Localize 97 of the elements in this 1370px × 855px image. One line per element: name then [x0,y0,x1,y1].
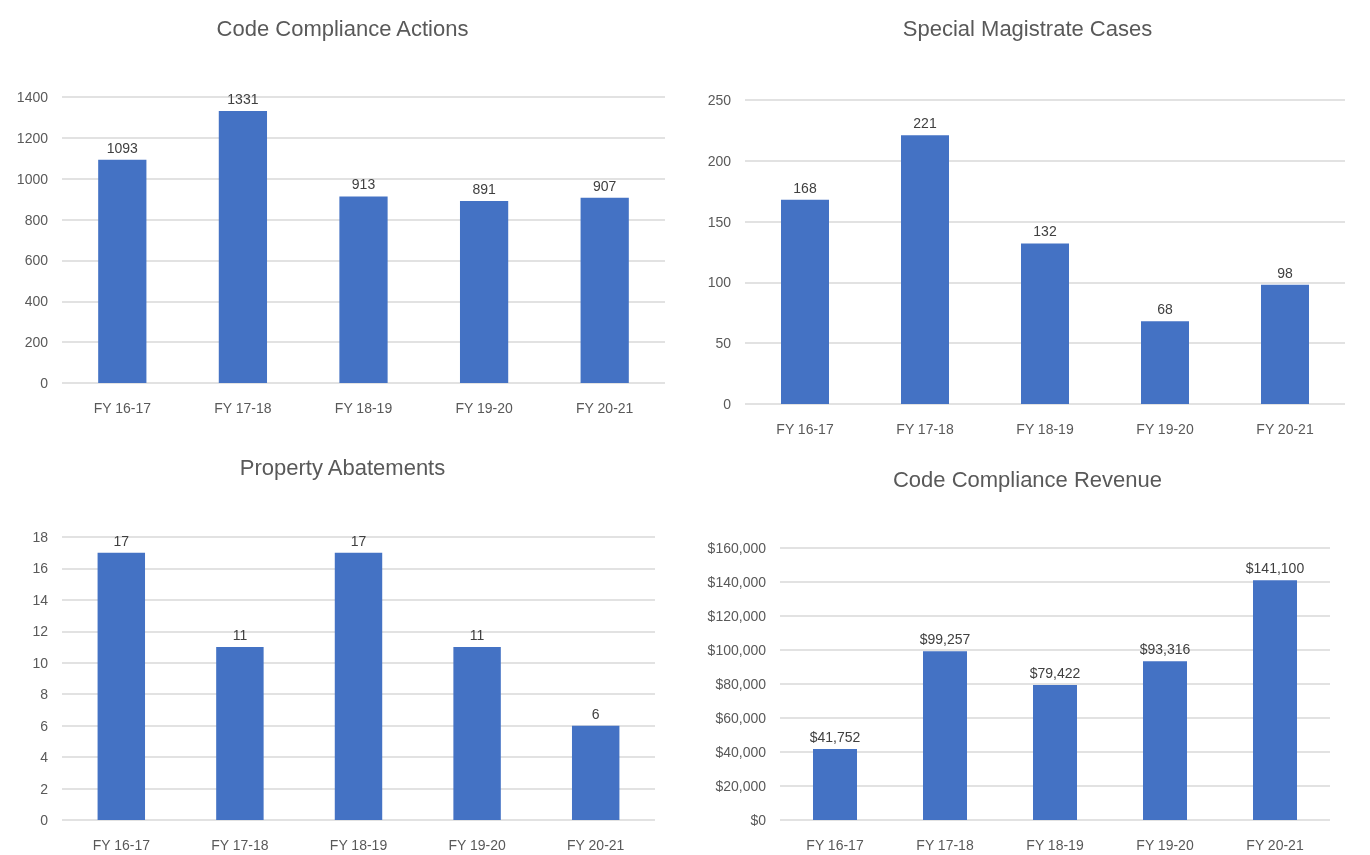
chart-title: Code Compliance Revenue [892,466,1163,492]
bar [1261,284,1309,404]
y-tick-label: 0 [40,375,49,391]
data-label: 11 [469,627,485,644]
data-label: 1331 [227,91,259,108]
data-label: 17 [113,532,130,549]
y-tick-label: 250 [707,92,732,108]
data-label: 1093 [106,139,139,156]
chart-title: Code Compliance Actions [216,15,469,41]
data-label: 907 [593,177,617,194]
y-tick-label: $80,000 [715,676,767,692]
x-tick-label: FY 18-19 [1026,837,1084,853]
y-tick-label: 18 [32,529,49,545]
x-tick-label: FY 18-19 [334,400,393,416]
y-tick-label: 6 [40,717,49,734]
y-tick-label: $140,000 [707,574,767,590]
data-label: $41,752 [809,729,861,746]
bar [334,552,383,820]
data-label: 6 [591,705,600,722]
bar [1253,580,1297,820]
x-tick-label: FY 16-17 [776,421,834,437]
chart-title: Property Abatements [239,454,446,480]
x-tick-label: FY 17-18 [214,400,272,416]
data-label: $141,100 [1245,560,1305,577]
y-tick-label: 200 [24,334,49,351]
bar [1141,321,1189,404]
chart-title: Special Magistrate Cases [902,15,1153,41]
x-tick-label: FY 18-19 [329,837,388,853]
y-tick-label: 8 [40,686,49,703]
y-tick-label: 4 [40,749,49,766]
bar [781,199,829,404]
x-tick-label: FY 16-17 [92,837,151,853]
data-label: 221 [913,115,937,132]
y-tick-label: 200 [707,152,732,169]
y-tick-label: 0 [723,396,732,412]
data-label: 17 [350,532,367,549]
bar [216,647,264,820]
x-tick-label: FY 20-21 [1246,837,1304,853]
y-tick-label: 12 [32,623,49,640]
x-tick-label: FY 16-17 [93,400,152,416]
bar [1021,243,1069,404]
data-label: 891 [472,180,496,197]
bar [453,647,501,820]
y-tick-label: 100 [707,274,732,291]
data-label: $99,257 [919,631,971,648]
x-tick-label: FY 18-19 [1016,421,1074,437]
y-tick-label: 1000 [16,170,49,187]
y-tick-label: $20,000 [715,778,767,794]
y-tick-label: $160,000 [707,540,767,556]
y-tick-label: 2 [40,780,49,797]
y-tick-label: 14 [32,591,49,608]
data-label: 68 [1157,301,1173,318]
x-tick-label: FY 17-18 [896,421,954,437]
x-tick-label: FY 17-18 [916,837,974,853]
bar [1143,661,1187,820]
y-tick-label: 800 [24,211,49,228]
x-tick-label: FY 19-20 [1136,421,1194,437]
y-tick-label: 1400 [16,89,49,105]
y-tick-label: 0 [40,812,49,828]
y-tick-label: $120,000 [707,608,767,624]
x-tick-label: FY 19-20 [455,400,513,416]
bar [218,111,268,383]
data-label: $79,422 [1029,664,1081,681]
x-tick-label: FY 16-17 [806,837,864,853]
bar [339,196,388,383]
bar [813,749,857,820]
bar [901,135,949,404]
bar [459,200,509,383]
x-tick-label: FY 20-21 [576,400,634,416]
data-label: 913 [351,176,376,193]
x-tick-label: FY 20-21 [1256,421,1314,437]
bar [580,197,629,383]
bar [97,552,146,820]
bar [98,159,147,383]
bar [571,725,620,820]
bar [923,651,967,820]
data-label: 11 [232,627,248,644]
y-tick-label: 16 [32,560,49,577]
x-tick-label: FY 19-20 [1136,837,1194,853]
y-tick-label: 400 [24,293,49,310]
x-tick-label: FY 19-20 [448,837,506,853]
y-tick-label: $100,000 [707,642,767,658]
bar [1033,684,1077,820]
data-label: 132 [1033,223,1057,240]
y-tick-label: 10 [32,654,49,671]
x-tick-label: FY 20-21 [567,837,625,853]
y-tick-label: 600 [24,252,49,269]
data-label: $93,316 [1139,641,1191,658]
y-tick-label: 1200 [16,129,49,146]
y-tick-label: $60,000 [715,710,767,726]
data-label: 168 [793,179,817,196]
x-tick-label: FY 17-18 [211,837,269,853]
y-tick-label: $0 [750,812,767,828]
y-tick-label: 150 [707,213,732,230]
y-tick-label: 50 [715,335,732,352]
data-label: 98 [1277,264,1293,281]
y-tick-label: $40,000 [715,744,767,760]
